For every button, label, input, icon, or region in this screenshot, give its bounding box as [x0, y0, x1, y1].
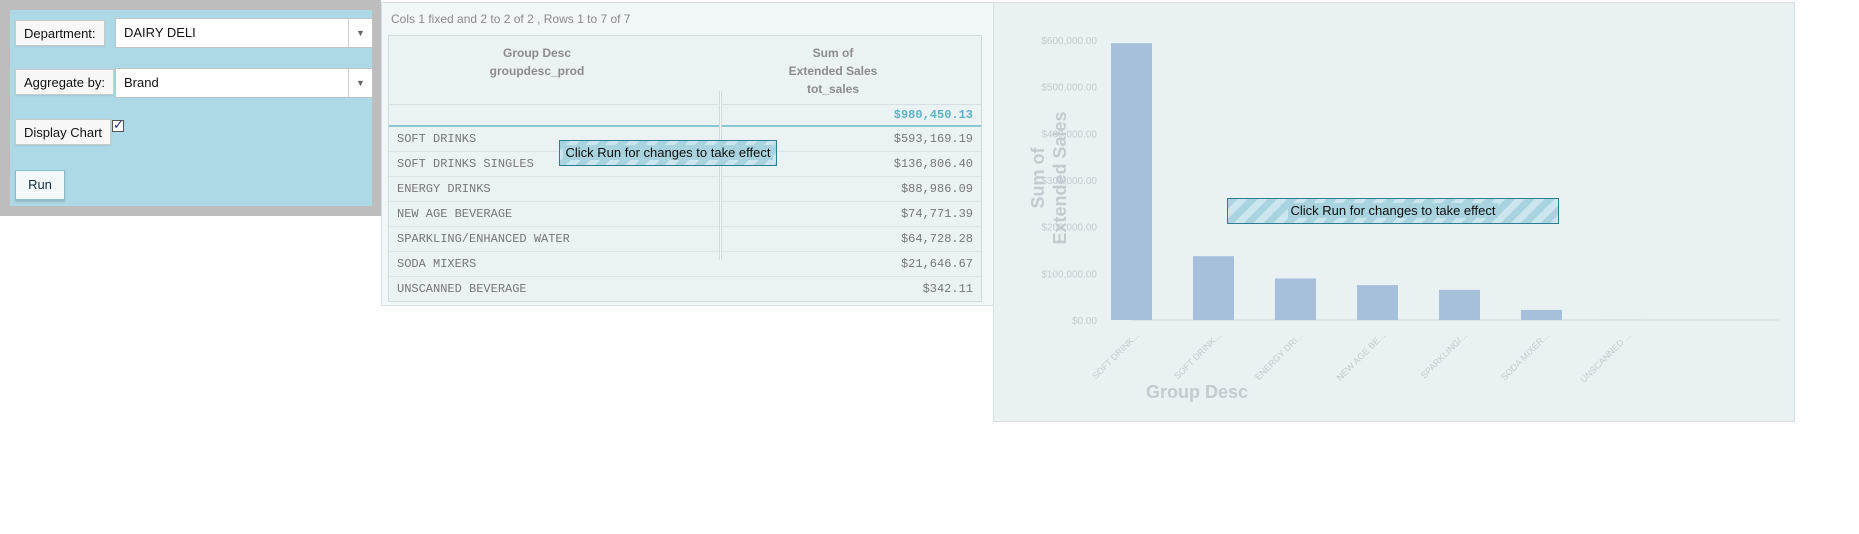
col-header-sum-sales[interactable]: Sum of Extended Sales tot_sales [685, 44, 981, 98]
row-amount: $342.11 [922, 282, 973, 296]
controls-panel: Department: DAIRY DELI ▼ Aggregate by: B… [10, 10, 373, 206]
controls-frame: Department: DAIRY DELI ▼ Aggregate by: B… [0, 0, 381, 216]
table-row[interactable]: UNSCANNED BEVERAGE $342.11 [389, 277, 981, 301]
table-row[interactable]: NEW AGE BEVERAGE $74,771.39 [389, 202, 981, 227]
pivot-table: Group Desc groupdesc_prod Sum of Extende… [388, 35, 982, 302]
y-tick-label: $600,000.00 [1041, 36, 1097, 47]
x-tick-label: SODA MIXER... [1499, 330, 1551, 382]
col1-field: groupdesc_prod [489, 64, 585, 78]
row-name: NEW AGE BEVERAGE [397, 207, 513, 221]
table-header: Group Desc groupdesc_prod Sum of Extende… [389, 36, 981, 105]
department-value: DAIRY DELI [124, 25, 196, 40]
y-tick-label: $200,000.00 [1041, 223, 1097, 234]
row-name: UNSCANNED BEVERAGE [397, 282, 527, 296]
y-tick-label: $100,000.00 [1041, 269, 1097, 280]
bar[interactable] [1357, 285, 1398, 320]
chevron-down-icon[interactable]: ▼ [348, 69, 372, 97]
y-tick-label: $400,000.00 [1041, 129, 1097, 140]
aggregate-select[interactable]: Brand ▼ [115, 68, 373, 98]
col2-title-1: Sum of [812, 46, 854, 60]
department-label: Department: [15, 20, 105, 46]
table-panel: Cols 1 fixed and 2 to 2 of 2 , Rows 1 to… [381, 2, 994, 306]
row-amount: $136,806.40 [893, 157, 973, 171]
x-tick-label: ENERGY DRI... [1253, 330, 1305, 382]
bar[interactable] [1193, 256, 1234, 320]
row-name: SODA MIXERS [397, 257, 477, 271]
bar-chart: $0.00 $100,000.00 $200,000.00 $300,000.00 $4… [1028, 36, 1779, 402]
col1-title: Group Desc [502, 46, 571, 60]
row-name: ENERGY DRINKS [397, 182, 491, 196]
chart-run-notice-text: Click Run for changes to take effect [1287, 203, 1499, 218]
aggregate-value: Brand [124, 75, 159, 90]
row-amount: $74,771.39 [900, 207, 973, 221]
y-tick-label: $500,000.00 [1041, 83, 1097, 94]
table-row[interactable]: SOFT DRINKS SINGLES $136,806.40 [389, 152, 981, 177]
y-tick-label: $0.00 [1072, 316, 1097, 327]
display-chart-checkbox[interactable]: ✓ [112, 117, 124, 132]
table-row[interactable]: SPARKLING/ENHANCED WATER $64,728.28 [389, 227, 981, 252]
row-name: SOFT DRINKS SINGLES [397, 157, 534, 171]
row-name: SPARKLING/ENHANCED WATER [397, 232, 570, 246]
table-status: Cols 1 fixed and 2 to 2 of 2 , Rows 1 to… [391, 12, 631, 26]
table-run-notice-text: Click Run for changes to take effect [562, 145, 774, 160]
x-tick-label: UNSCANNED ... [1578, 330, 1632, 384]
y-tick-label: $300,000.00 [1041, 176, 1097, 187]
x-tick-label: SOFT DRINK... [1172, 330, 1223, 381]
bar[interactable] [1521, 309, 1562, 320]
row-name: SOFT DRINKS [397, 132, 477, 146]
bar[interactable] [1111, 43, 1152, 320]
x-axis-title: Group Desc [1146, 382, 1248, 402]
col-header-group-desc[interactable]: Group Desc groupdesc_prod [389, 44, 685, 80]
y-axis-title-line1: Sum of [1028, 146, 1048, 208]
column-resize-divider[interactable] [719, 91, 722, 260]
x-tick-label: NEW AGE BE... [1335, 330, 1387, 382]
table-row[interactable]: SODA MIXERS $21,646.67 [389, 252, 981, 277]
display-chart-label: Display Chart [15, 119, 112, 145]
checkmark-icon: ✓ [113, 117, 124, 132]
row-amount: $593,169.19 [893, 132, 973, 146]
chevron-down-icon[interactable]: ▼ [348, 19, 372, 47]
total-value: $980,450.13 [893, 108, 973, 122]
col2-field: tot_sales [806, 82, 860, 96]
aggregate-label: Aggregate by: [15, 69, 114, 95]
y-axis-title-line2: Extended Sales [1050, 111, 1070, 244]
x-tick-label: SOFT DRINK... [1090, 330, 1141, 381]
run-button[interactable]: Run [15, 170, 65, 200]
chart-panel: $0.00 $100,000.00 $200,000.00 $300,000.00 $4… [993, 2, 1795, 422]
row-amount: $64,728.28 [900, 232, 973, 246]
row-amount: $21,646.67 [900, 257, 973, 271]
bar[interactable] [1439, 289, 1480, 320]
table-run-notice: Click Run for changes to take effect [559, 140, 777, 166]
chart-run-notice: Click Run for changes to take effect [1227, 198, 1559, 224]
row-amount: $88,986.09 [900, 182, 973, 196]
x-tick-label: SPARKLING/... [1419, 330, 1469, 380]
col2-title-2: Extended Sales [788, 64, 878, 78]
department-select[interactable]: DAIRY DELI ▼ [115, 18, 373, 48]
bar[interactable] [1275, 278, 1316, 320]
total-row: $980,450.13 [389, 105, 981, 127]
table-row[interactable]: ENERGY DRINKS $88,986.09 [389, 177, 981, 202]
